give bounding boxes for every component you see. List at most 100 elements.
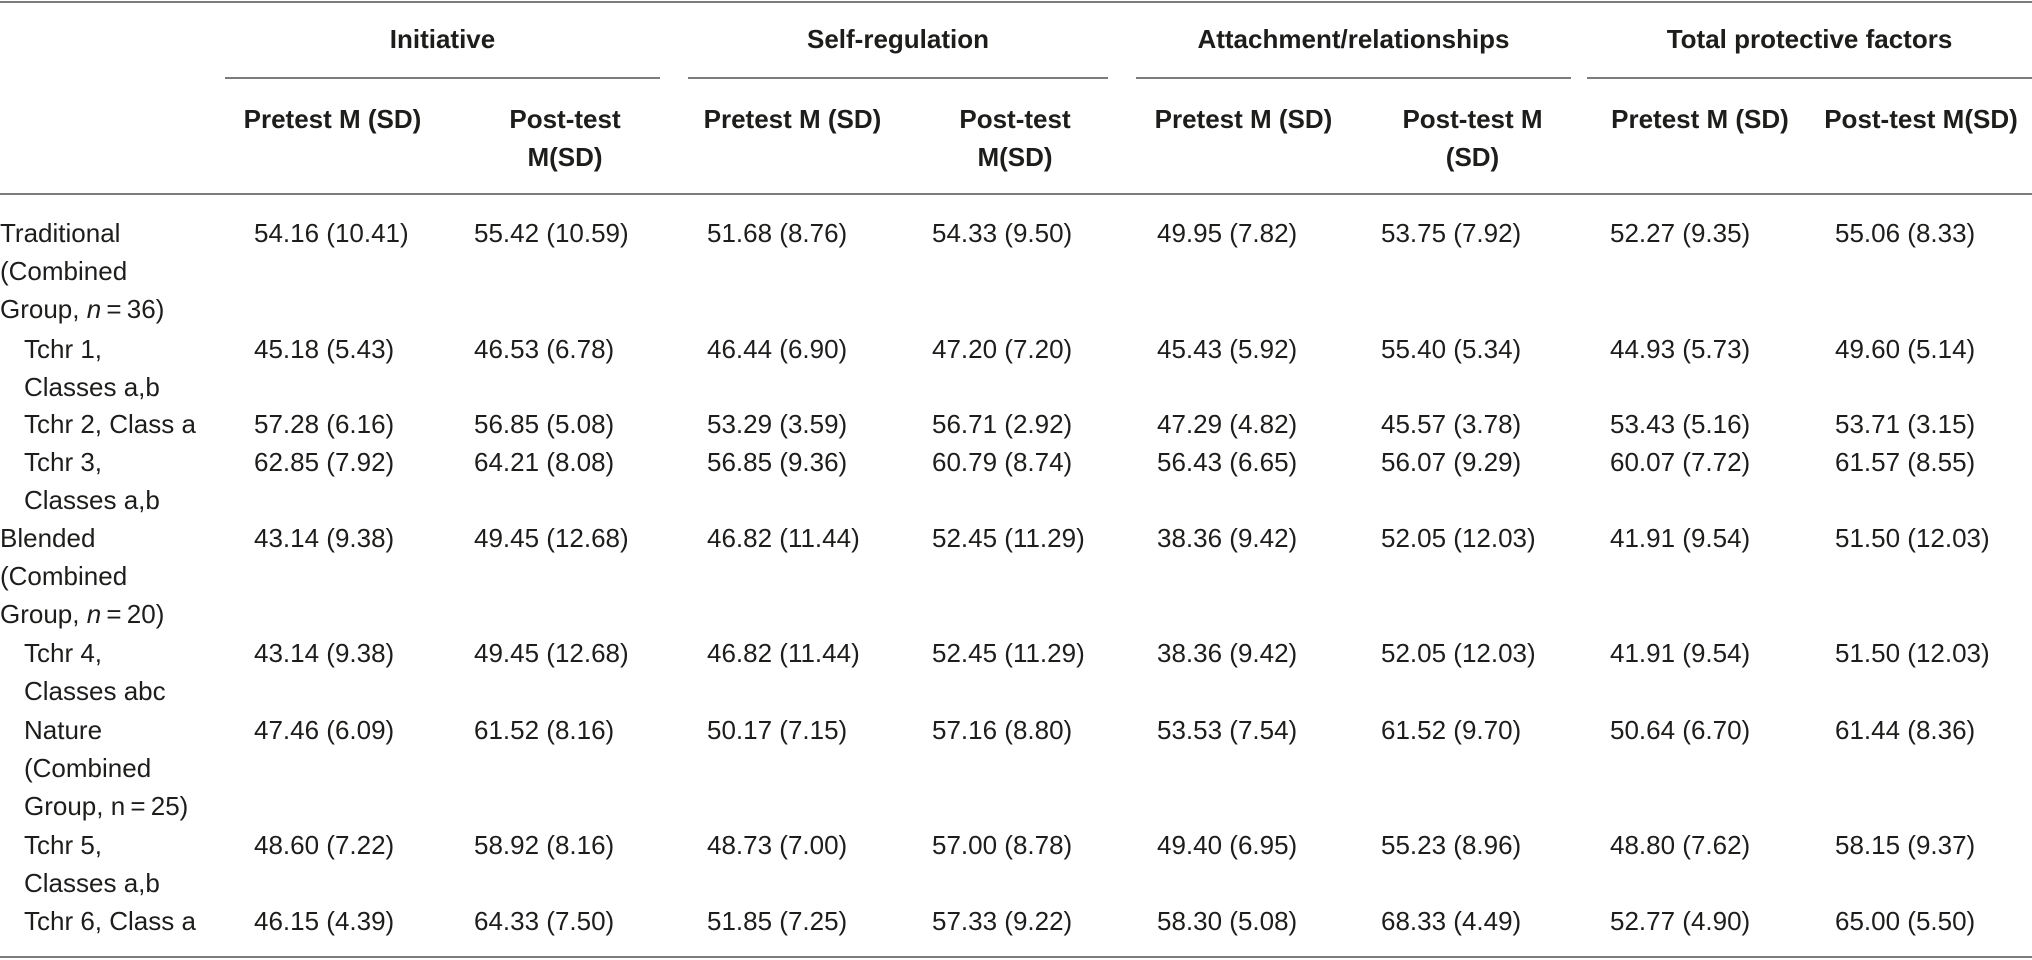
table-cell: 55.42 (10.59)	[474, 218, 629, 248]
table-cell: 49.40 (6.95)	[1157, 830, 1298, 860]
table-cell: 48.60 (7.22)	[254, 830, 395, 860]
table-cell: 52.05 (12.03)	[1381, 523, 1536, 553]
table-cell: 65.00 (5.50)	[1835, 906, 1976, 936]
table-cell: 57.00 (8.78)	[932, 830, 1073, 860]
table-cell: 56.71 (2.92)	[932, 409, 1073, 439]
table-cell: 54.33 (9.50)	[932, 218, 1073, 248]
column-header-initiative-pretest: Pretest M (SD)	[243, 104, 422, 134]
table-cell: 46.82 (11.44)	[707, 523, 860, 553]
table-cell: 49.45 (12.68)	[474, 523, 629, 553]
table-cell: 45.18 (5.43)	[254, 334, 395, 364]
row-label-tchr-5: Tchr 5, Classes a,b	[24, 830, 160, 898]
table-cell: 56.85 (5.08)	[474, 409, 615, 439]
row-label-blended: Blended (Combined Group, n = 20)	[0, 523, 165, 629]
table-cell: 38.36 (9.42)	[1157, 638, 1298, 668]
table-cell: 60.07 (7.72)	[1610, 447, 1751, 477]
column-header-self-regulation-pretest: Pretest M (SD)	[703, 104, 882, 134]
table-cell: 47.46 (6.09)	[254, 715, 395, 745]
table-cell: 46.82 (11.44)	[707, 638, 860, 668]
table-cell: 56.43 (6.65)	[1157, 447, 1298, 477]
table-cell: 60.79 (8.74)	[932, 447, 1073, 477]
group-header-initiative: Initiative	[389, 24, 496, 54]
column-header-total-posttest: Post-test M(SD)	[1824, 104, 2018, 134]
table-cell: 52.05 (12.03)	[1381, 638, 1536, 668]
table-cell: 45.43 (5.92)	[1157, 334, 1298, 364]
table-cell: 51.50 (12.03)	[1835, 638, 1990, 668]
column-header-self-regulation-posttest: Post-test M(SD)	[959, 104, 1071, 172]
group-header-attachment: Attachment/relationships	[1197, 24, 1510, 54]
table-cell: 58.15 (9.37)	[1835, 830, 1976, 860]
table-cell: 46.44 (6.90)	[707, 334, 848, 364]
table-cell: 52.77 (4.90)	[1610, 906, 1751, 936]
table-cell: 49.45 (12.68)	[474, 638, 629, 668]
group-rule-attachment	[1136, 77, 1571, 79]
table-cell: 64.33 (7.50)	[474, 906, 615, 936]
table-cell: 41.91 (9.54)	[1610, 638, 1751, 668]
table-cell: 47.20 (7.20)	[932, 334, 1073, 364]
table-cell: 51.85 (7.25)	[707, 906, 848, 936]
table-cell: 55.23 (8.96)	[1381, 830, 1522, 860]
table-cell: 57.16 (8.80)	[932, 715, 1073, 745]
table-cell: 68.33 (4.49)	[1381, 906, 1522, 936]
table-cell: 51.68 (8.76)	[707, 218, 848, 248]
row-label-traditional: Traditional (Combined Group, n = 36)	[0, 218, 165, 324]
table-cell: 41.91 (9.54)	[1610, 523, 1751, 553]
table-cell: 64.21 (8.08)	[474, 447, 615, 477]
row-label-tchr-2: Tchr 2, Class a	[24, 409, 196, 439]
table-cell: 61.44 (8.36)	[1835, 715, 1976, 745]
table-cell: 58.92 (8.16)	[474, 830, 615, 860]
table-cell: 53.71 (3.15)	[1835, 409, 1976, 439]
column-header-initiative-posttest: Post-test M(SD)	[509, 104, 621, 172]
table-cell: 44.93 (5.73)	[1610, 334, 1751, 364]
table-cell: 46.53 (6.78)	[474, 334, 615, 364]
table-cell: 52.27 (9.35)	[1610, 218, 1751, 248]
table-cell: 43.14 (9.38)	[254, 638, 395, 668]
table-cell: 53.43 (5.16)	[1610, 409, 1751, 439]
table-cell: 49.60 (5.14)	[1835, 334, 1976, 364]
group-rule-self-regulation	[688, 77, 1108, 79]
table-cell: 46.15 (4.39)	[254, 906, 395, 936]
table-bottom-rule	[0, 956, 2032, 958]
table-cell: 61.57 (8.55)	[1835, 447, 1976, 477]
table-cell: 51.50 (12.03)	[1835, 523, 1990, 553]
table-cell: 57.28 (6.16)	[254, 409, 395, 439]
table-cell: 50.17 (7.15)	[707, 715, 848, 745]
table-cell: 56.85 (9.36)	[707, 447, 848, 477]
table-cell: 50.64 (6.70)	[1610, 715, 1751, 745]
table-cell: 62.85 (7.92)	[254, 447, 395, 477]
table-top-rule	[0, 1, 2032, 3]
group-rule-initiative	[225, 77, 660, 79]
table-cell: 61.52 (9.70)	[1381, 715, 1522, 745]
table-cell: 47.29 (4.82)	[1157, 409, 1298, 439]
column-header-total-pretest: Pretest M (SD)	[1611, 104, 1789, 134]
table-cell: 55.06 (8.33)	[1835, 218, 1976, 248]
table-cell: 54.16 (10.41)	[254, 218, 409, 248]
group-rule-total	[1587, 77, 2032, 79]
row-label-tchr-3: Tchr 3, Classes a,b	[24, 447, 160, 515]
table-cell: 53.53 (7.54)	[1157, 715, 1298, 745]
table-cell: 52.45 (11.29)	[932, 638, 1085, 668]
table-cell: 48.73 (7.00)	[707, 830, 848, 860]
table-cell: 58.30 (5.08)	[1157, 906, 1298, 936]
table-cell: 56.07 (9.29)	[1381, 447, 1522, 477]
table-cell: 43.14 (9.38)	[254, 523, 395, 553]
group-header-total: Total protective factors	[1666, 24, 1953, 54]
table-cell: 61.52 (8.16)	[474, 715, 615, 745]
table-cell: 53.29 (3.59)	[707, 409, 848, 439]
table-cell: 45.57 (3.78)	[1381, 409, 1522, 439]
row-label-tchr-4: Tchr 4, Classes abc	[24, 638, 166, 706]
row-label-tchr-6: Tchr 6, Class a	[24, 906, 196, 936]
column-header-attachment-pretest: Pretest M (SD)	[1154, 104, 1333, 134]
table-cell: 49.95 (7.82)	[1157, 218, 1298, 248]
row-label-tchr-1: Tchr 1, Classes a,b	[24, 334, 160, 402]
group-header-self-regulation: Self-regulation	[806, 24, 989, 54]
table-cell: 48.80 (7.62)	[1610, 830, 1751, 860]
column-header-attachment-posttest: Post-test M (SD)	[1402, 104, 1543, 172]
table-cell: 38.36 (9.42)	[1157, 523, 1298, 553]
table-cell: 52.45 (11.29)	[932, 523, 1085, 553]
table-cell: 57.33 (9.22)	[932, 906, 1073, 936]
table-header-rule	[0, 193, 2032, 195]
table-cell: 53.75 (7.92)	[1381, 218, 1522, 248]
row-label-nature: Nature (Combined Group, n = 25)	[24, 715, 189, 821]
